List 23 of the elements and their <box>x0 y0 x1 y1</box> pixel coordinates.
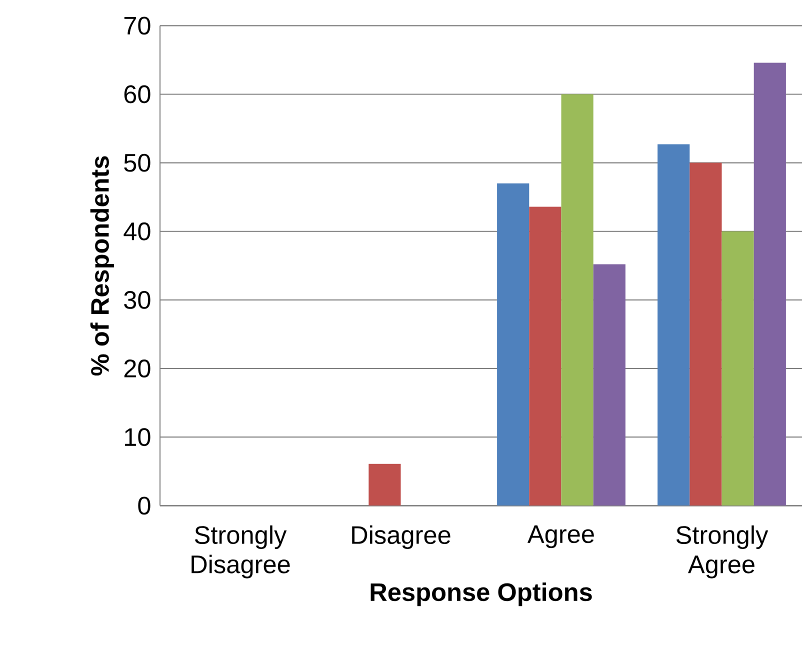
bar <box>529 206 562 506</box>
x-tick-label: Agree <box>527 525 594 548</box>
bar <box>690 162 722 506</box>
y-tick-label: 50 <box>124 154 150 172</box>
y-tick-label: 0 <box>138 496 150 515</box>
y-tick-label: 70 <box>124 16 150 35</box>
y-axis-title: % of Respondents <box>90 156 114 376</box>
y-tick-label: 60 <box>124 85 150 104</box>
x-tick-label: Strongly Agree <box>676 525 768 578</box>
bar <box>497 183 530 506</box>
y-tick-label: 30 <box>124 290 150 309</box>
bar <box>561 94 594 506</box>
bar <box>754 62 786 506</box>
bar <box>722 231 754 506</box>
x-tick-label: Disagree <box>352 525 450 550</box>
bar <box>368 464 401 506</box>
bar <box>658 144 690 506</box>
y-tick-label: 40 <box>124 222 150 240</box>
x-axis-title: Response Options <box>370 582 592 606</box>
y-tick-label: 10 <box>125 428 150 446</box>
y-tick-label: 20 <box>124 360 150 378</box>
bar <box>593 264 626 506</box>
x-tick-label: Strongly Disagree <box>192 525 290 578</box>
